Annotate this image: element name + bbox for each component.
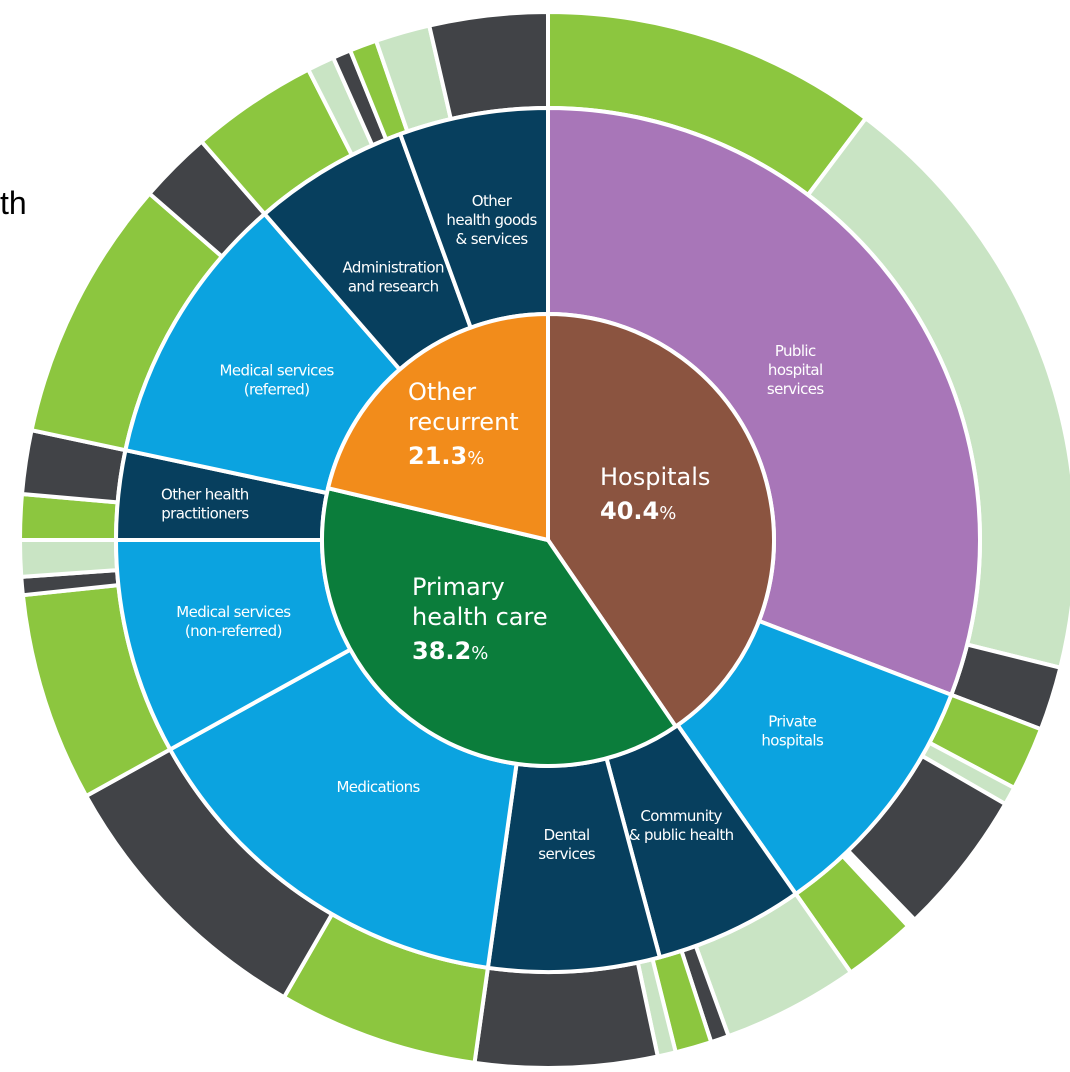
- core-name-line: Primary: [412, 573, 505, 601]
- label-medical-nonref: Medical services (non-referred): [176, 603, 291, 640]
- label-community-line: Community: [640, 807, 722, 825]
- label-admin-research-line: and research: [348, 278, 439, 296]
- label-dental: Dental services: [538, 826, 596, 863]
- clipped-heading-fragment: th: [0, 185, 27, 221]
- inner-ring: [320, 312, 776, 768]
- core-name-line: Other: [408, 378, 476, 406]
- label-admin-research-line: Administration: [343, 259, 444, 277]
- label-other-goods-line: & services: [456, 230, 529, 248]
- core-label-other: Other recurrent 21.3%: [408, 378, 519, 470]
- label-community: Community & public health: [629, 807, 734, 844]
- label-other-practitioners-line: practitioners: [161, 504, 249, 522]
- core-pct-value: 40.4: [600, 497, 659, 525]
- core-name-line: recurrent: [408, 408, 519, 436]
- label-dental-line: Dental: [544, 826, 590, 844]
- core-name-line: Hospitals: [600, 463, 710, 491]
- core-label-primary: Primary health care 38.2%: [412, 573, 548, 665]
- label-public-hospital: Public hospital services: [767, 342, 825, 398]
- label-public-hospital-line: Public: [775, 342, 816, 360]
- outer-segment: [472, 960, 660, 1070]
- label-medical-ref-line: Medical services: [219, 362, 334, 380]
- label-other-goods-line: Other: [472, 192, 513, 210]
- core-pct-value: 38.2: [412, 637, 471, 665]
- label-dental-line: services: [538, 845, 596, 863]
- label-other-practitioners-line: Other health: [161, 485, 249, 503]
- label-medical-nonref-line: (non-referred): [185, 622, 282, 640]
- core-name-line: health care: [412, 603, 548, 631]
- outer-segment: [427, 10, 550, 122]
- label-other-goods: Other health goods & services: [446, 192, 537, 248]
- core-pct-unit: %: [659, 503, 676, 524]
- label-other-practitioners: Other health practitioners: [161, 485, 249, 522]
- core-pct-unit: %: [467, 448, 484, 469]
- label-medical-ref-line: (referred): [244, 381, 310, 399]
- core-label-hospitals: Hospitals 40.4%: [600, 463, 710, 525]
- label-community-line: & public health: [629, 826, 734, 844]
- label-medical-ref: Medical services (referred): [219, 362, 334, 399]
- label-private-hospitals-line: Private: [768, 712, 816, 730]
- label-medications: Medications: [336, 778, 420, 796]
- label-private-hospitals-line: hospitals: [761, 731, 824, 749]
- core-segment-other: [326, 312, 550, 542]
- outer-segment: [18, 538, 120, 579]
- label-public-hospital-line: hospital: [768, 361, 823, 379]
- core-segment-primary: [320, 486, 678, 768]
- label-medical-nonref-line: Medical services: [176, 603, 291, 621]
- label-private-hospitals: Private hospitals: [761, 712, 824, 749]
- label-admin-research: Administration and research: [343, 259, 444, 296]
- core-segment-hospitals: [546, 312, 776, 729]
- core-pct-unit: %: [471, 643, 488, 664]
- label-medications-line: Medications: [336, 778, 420, 796]
- label-public-hospital-line: services: [767, 380, 825, 398]
- label-other-goods-line: health goods: [446, 211, 537, 229]
- core-pct-value: 21.3: [408, 442, 467, 470]
